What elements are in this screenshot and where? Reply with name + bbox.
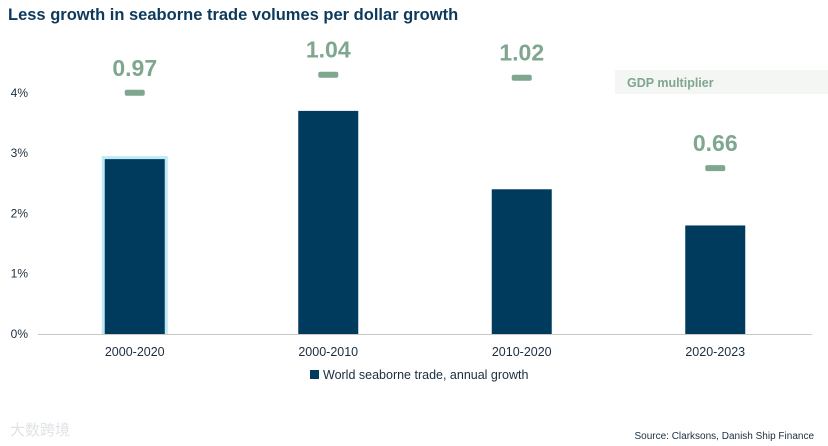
multiplier-marker [318, 71, 339, 78]
chart-title: Less growth in seaborne trade volumes pe… [8, 6, 459, 24]
x-tick-label: 2010-2020 [492, 345, 552, 359]
legend-swatch [310, 370, 319, 379]
multiplier-value: 0.66 [693, 130, 738, 156]
bar [685, 225, 746, 334]
bar [298, 110, 359, 334]
multiplier-value: 1.04 [306, 37, 351, 63]
y-tick-label: 0% [11, 327, 29, 341]
multiplier-value: 1.02 [499, 40, 544, 66]
y-tick-label: 3% [11, 146, 29, 160]
y-tick-label: 2% [11, 206, 29, 220]
multiplier-legend-box [615, 70, 828, 94]
legend-label: World seaborne trade, annual growth [323, 368, 528, 382]
source-note: Source: Clarksons, Danish Ship Finance [634, 431, 814, 442]
x-tick-label: 2000-2020 [105, 345, 165, 359]
y-tick-label: 1% [11, 267, 29, 281]
bar [104, 159, 165, 334]
watermark: 大数跨境 [10, 421, 71, 439]
multiplier-value: 0.97 [112, 55, 157, 81]
bar [491, 189, 552, 334]
multiplier-marker [124, 89, 145, 96]
multiplier-marker [705, 165, 726, 172]
multiplier-legend-label: GDP multiplier [627, 76, 714, 90]
multiplier-marker [511, 74, 532, 81]
x-tick-label: 2020-2023 [685, 345, 745, 359]
y-tick-label: 4% [11, 86, 29, 100]
x-tick-label: 2000-2010 [298, 345, 358, 359]
